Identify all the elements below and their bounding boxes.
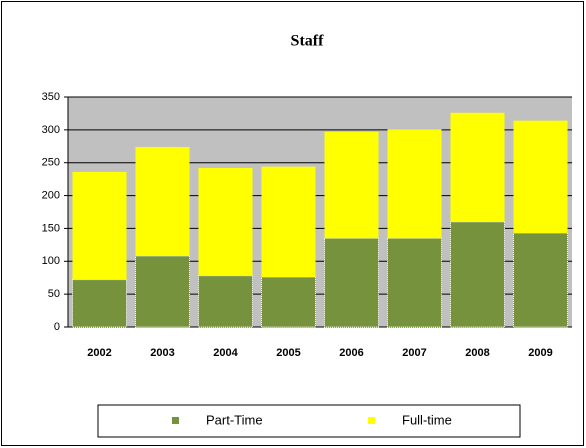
- chart-title: Staff: [291, 33, 325, 50]
- x-tick-label: 2005: [276, 347, 300, 359]
- bar-segment: [135, 255, 190, 328]
- y-tick-label: 50: [48, 288, 60, 300]
- bar-segment: [387, 237, 442, 328]
- x-tick-label: 2008: [465, 347, 489, 359]
- y-tick-label: 200: [42, 189, 60, 201]
- bar-segment: [261, 166, 316, 278]
- x-tick-label: 2003: [150, 347, 174, 359]
- legend-swatch: [172, 417, 179, 424]
- bar-segment: [324, 237, 379, 328]
- bar-segment: [72, 171, 127, 280]
- bar-segment: [261, 276, 316, 328]
- legend-swatch: [368, 417, 375, 424]
- legend-label: Full-time: [402, 412, 452, 427]
- bar-segment: [513, 232, 568, 328]
- legend-label: Part-Time: [206, 412, 263, 427]
- bar-segment: [324, 131, 379, 239]
- x-tick-label: 2007: [402, 347, 426, 359]
- y-tick-label: 350: [42, 91, 60, 103]
- y-tick-label: 300: [42, 124, 60, 136]
- bar-segment: [198, 275, 253, 328]
- y-tick-label: 0: [54, 321, 60, 333]
- y-tick-label: 250: [42, 157, 60, 169]
- bar-segment: [135, 146, 190, 257]
- bar-segment: [450, 112, 505, 222]
- bar-segment: [72, 279, 127, 328]
- x-tick-label: 2006: [339, 347, 363, 359]
- y-tick-label: 150: [42, 222, 60, 234]
- legend: [97, 404, 521, 438]
- x-tick-label: 2002: [87, 347, 111, 359]
- bar-segment: [387, 129, 442, 239]
- bar-segment: [198, 167, 253, 276]
- y-tick-label: 100: [42, 255, 60, 267]
- bar-segment: [513, 120, 568, 234]
- x-tick-label: 2009: [528, 347, 552, 359]
- bar-segment: [450, 221, 505, 328]
- x-tick-label: 2004: [213, 347, 238, 359]
